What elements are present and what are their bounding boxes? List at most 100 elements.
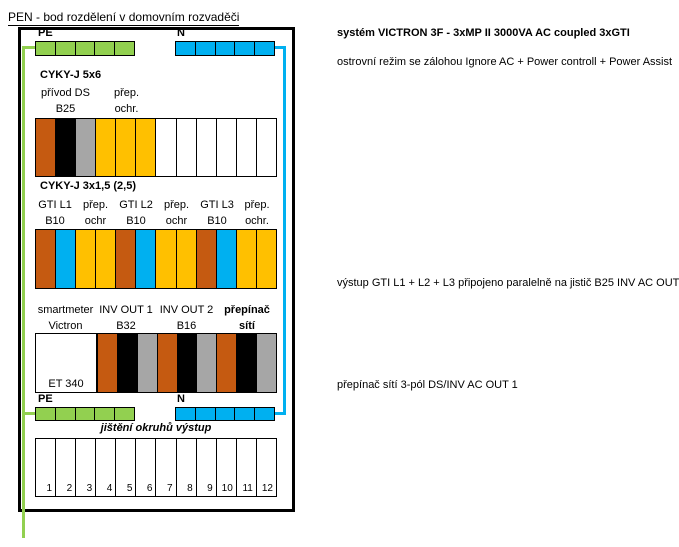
row3-col-smartmeter-top: smartmeter (37, 304, 94, 316)
module-cell-gray (256, 333, 278, 393)
row1-col-privod: přívod DS B25 (35, 85, 96, 117)
module-cell-blue (175, 407, 196, 421)
row2-col-1-top: GTI L1 (38, 199, 72, 211)
output-module-12: 12 (255, 438, 277, 497)
row3-col-prepinac-bottom: sítí (239, 320, 255, 332)
row3-breaker-cells (97, 333, 278, 393)
pe-bus-bottom (35, 407, 135, 421)
module-cell-blue (194, 41, 216, 56)
module-cell-green (94, 407, 116, 421)
n-wire-vertical (283, 46, 286, 415)
module-cell-brown (115, 229, 137, 289)
row3-col-invout1-bottom: B32 (116, 320, 136, 332)
row2-col-4-top: přep. (163, 199, 190, 211)
module-cell-black (176, 333, 198, 393)
module-cell-brown (195, 229, 217, 289)
row2-col-4: přep. ochr (156, 197, 197, 229)
module-cell-blue (254, 407, 275, 421)
module-cell-blue (215, 229, 237, 289)
row2-col-3-top: GTI L2 (119, 199, 153, 211)
module-cell-white (215, 118, 237, 177)
module-cell-brown (97, 333, 118, 393)
row3-col-invout1-top: INV OUT 1 (99, 304, 153, 316)
module-cell-gray (136, 333, 158, 393)
row2-col-6-bottom: ochr. (245, 215, 269, 227)
pe-wire-stub-bottom (22, 412, 36, 415)
outputs-title: jištění okruhů výstup (100, 422, 212, 434)
module-cell-gray (196, 333, 218, 393)
module-cell-white (255, 118, 277, 177)
module-cell-black (55, 118, 77, 177)
module-cell-gray (75, 118, 97, 177)
n-bus-top (175, 41, 275, 56)
row2-col-6: přep. ochr. (237, 197, 277, 229)
module-cell-green (114, 41, 135, 56)
output-circuits-row: 1 2 3 4 5 6 7 8 9 10 11 12 (35, 438, 277, 497)
row2-col-2-bottom: ochr (84, 215, 107, 227)
output-module-1: 1 (35, 438, 57, 497)
module-cell-blue (214, 407, 236, 421)
module-cell-amber (235, 229, 257, 289)
row3-col-prepinac: přepínač sítí (217, 302, 277, 334)
module-cell-amber (135, 118, 157, 177)
module-cell-blue (234, 407, 256, 421)
n-bus-bottom (175, 407, 275, 421)
pe-bus-top-label: PE (38, 27, 53, 39)
module-cell-green (74, 407, 96, 421)
module-cell-green (114, 407, 135, 421)
module-cell-white (235, 118, 257, 177)
pe-wire-vertical (22, 46, 25, 538)
module-cell-blue (175, 41, 196, 56)
smartmeter-et340-cell: ET 340 (35, 333, 97, 393)
smartmeter-label: ET 340 (48, 378, 84, 390)
module-cell-white (155, 118, 177, 177)
pe-wire-stub-top (22, 46, 36, 49)
output-module-5: 5 (115, 438, 137, 497)
output-module-8: 8 (175, 438, 197, 497)
output-module-6: 6 (135, 438, 157, 497)
row2-col-4-bottom: ochr (165, 215, 188, 227)
annotation-gti-output: výstup GTI L1 + L2 + L3 připojeno parale… (337, 277, 679, 289)
n-bus-top-label: N (177, 27, 185, 39)
output-module-11: 11 (235, 438, 257, 497)
row2-col-2: přep. ochr (75, 197, 116, 229)
module-cell-blue (194, 407, 216, 421)
module-cell-blue (214, 41, 236, 56)
output-module-4: 4 (95, 438, 117, 497)
output-module-7: 7 (155, 438, 177, 497)
module-cell-blue (135, 229, 157, 289)
row3-col-invout1: INV OUT 1 B32 (96, 302, 156, 334)
row3-col-prepinac-top: přepínač (224, 304, 270, 316)
pe-bus-bottom-label: PE (38, 393, 53, 405)
module-cell-black (236, 333, 258, 393)
row2-col-6-top: přep. (244, 199, 270, 211)
row1-col-prep-top: přep. (113, 87, 140, 99)
module-cell-green (35, 41, 56, 56)
n-wire-stub-bottom (274, 412, 284, 415)
module-cell-white (175, 118, 197, 177)
module-cell-green (54, 41, 76, 56)
row2-col-3-bottom: B10 (126, 215, 146, 227)
row2-col-1-bottom: B10 (45, 215, 65, 227)
row2-col-5: GTI L3 B10 (197, 197, 237, 229)
breaker-row-2 (35, 229, 277, 289)
row2-col-5-bottom: B10 (207, 215, 227, 227)
module-cell-amber (255, 229, 277, 289)
module-cell-brown (35, 118, 57, 177)
pe-bus-top (35, 41, 135, 56)
row3-col-invout2-bottom: B16 (176, 320, 197, 332)
distribution-panel-box (18, 27, 295, 512)
annotation-island-mode: ostrovní režim se zálohou Ignore AC + Po… (337, 56, 673, 68)
module-cell-amber (75, 229, 97, 289)
module-cell-amber (175, 229, 197, 289)
row1-col-prep: přep. ochr. (96, 85, 157, 117)
row3-col-invout2: INV OUT 2 B16 (156, 302, 217, 334)
row1-cable-label: CYKY-J 5x6 (40, 69, 102, 81)
module-cell-green (94, 41, 116, 56)
row2-col-5-top: GTI L3 (200, 199, 234, 211)
row1-col-privod-top: přívod DS (41, 87, 90, 99)
module-cell-green (35, 407, 56, 421)
row1-col-privod-bottom: B25 (55, 103, 76, 115)
row2-col-2-top: přep. (82, 199, 109, 211)
